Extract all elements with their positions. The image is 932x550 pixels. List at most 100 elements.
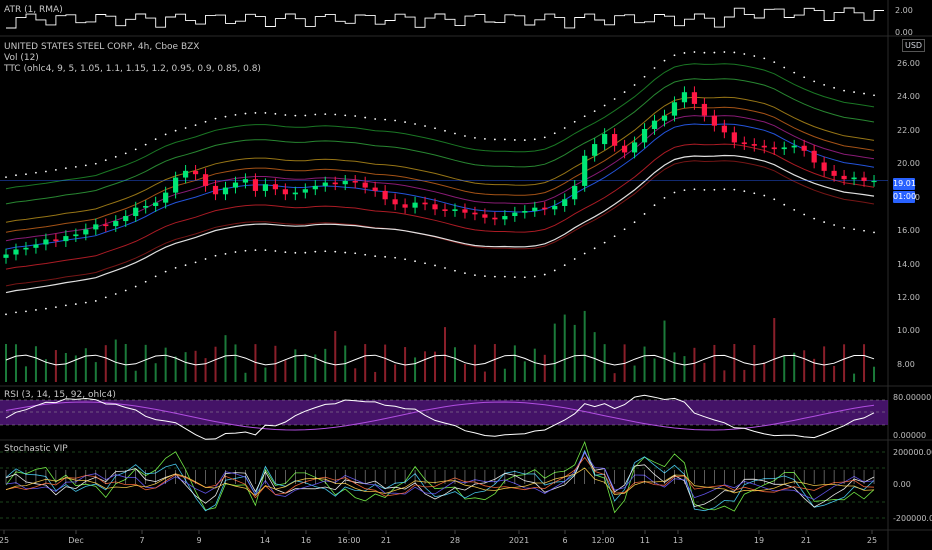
volume-bar: [304, 353, 307, 382]
ttc-band-6: [5, 143, 875, 270]
volume-bar: [14, 344, 17, 382]
candle-body: [562, 199, 568, 206]
volume-bar: [24, 366, 27, 382]
candle-body: [402, 204, 408, 208]
upper-envelope-dot: [733, 51, 736, 54]
upper-envelope-dot: [384, 118, 387, 121]
lower-envelope-dot: [464, 272, 466, 275]
currency-button[interactable]: USD: [902, 39, 926, 52]
lower-envelope-dot: [793, 208, 796, 211]
candle-body: [153, 202, 159, 206]
candle-body: [163, 192, 169, 203]
upper-envelope-dot: [434, 127, 436, 130]
lower-envelope-dot: [683, 189, 686, 192]
ttc-band-4: [5, 115, 875, 242]
vip-line-4: [5, 456, 875, 499]
lower-envelope-dot: [304, 251, 307, 254]
upper-envelope-dot: [314, 113, 317, 116]
lower-envelope-dot: [493, 275, 496, 278]
candle-body: [651, 120, 658, 130]
upper-envelope-dot: [783, 66, 786, 69]
volume-bar: [174, 356, 177, 382]
candle-body: [592, 144, 598, 156]
upper-envelope-dot: [444, 129, 446, 132]
upper-envelope-dot: [643, 75, 646, 78]
lower-envelope-dot: [214, 254, 217, 257]
upper-envelope-dot: [523, 139, 526, 141]
volume-bar: [324, 348, 327, 382]
volume-bar: [414, 357, 417, 382]
volume-bar: [364, 344, 367, 382]
volume-bar: [264, 367, 267, 382]
upper-envelope-dot: [104, 159, 107, 162]
lower-envelope-dot: [633, 221, 636, 224]
upper-envelope-dot: [204, 120, 207, 123]
vip-tick-high: 200000.00: [893, 448, 932, 457]
candle-body: [372, 187, 378, 191]
upper-envelope-dot: [663, 59, 666, 62]
lower-envelope-dot: [284, 251, 287, 254]
ttc-band-0: [5, 63, 875, 190]
upper-envelope-dot: [803, 76, 806, 79]
upper-envelope-dot: [304, 114, 307, 117]
volume-bar: [394, 364, 397, 382]
lower-envelope-dot: [454, 269, 456, 272]
lower-envelope-dot: [553, 269, 556, 272]
ttc-band-2: [5, 96, 875, 223]
candle-body: [841, 175, 847, 180]
time-tick: 21: [800, 536, 812, 545]
price-tick: 24.00: [897, 92, 920, 102]
upper-envelope-dot: [853, 91, 855, 93]
upper-envelope-dot: [264, 112, 267, 114]
price-badge: 19.01: [893, 178, 916, 190]
time-tick: 21: [380, 536, 392, 545]
candle-body: [861, 177, 867, 181]
candle-body: [811, 150, 817, 163]
upper-envelope-dot: [713, 51, 716, 54]
volume-bar: [763, 362, 766, 382]
candle-body: [93, 224, 99, 230]
candle-body: [711, 115, 717, 126]
lower-envelope-dot: [244, 249, 247, 252]
time-tick: 7: [139, 536, 145, 545]
upper-envelope-dot: [45, 170, 47, 173]
upper-envelope-dot: [134, 148, 137, 151]
lower-envelope-dot: [184, 264, 187, 267]
lower-envelope-dot: [623, 228, 626, 231]
candle-body: [641, 129, 648, 143]
volume-bar: [613, 373, 616, 382]
upper-envelope-dot: [723, 51, 726, 53]
lower-envelope-dot: [174, 266, 177, 269]
upper-envelope-dot: [114, 155, 117, 158]
lower-envelope-dot: [873, 231, 875, 234]
lower-envelope-dot: [144, 280, 147, 283]
volume-bar: [773, 318, 776, 382]
lower-envelope-dot: [543, 273, 546, 276]
candle-body: [871, 180, 877, 183]
upper-envelope-dot: [404, 121, 406, 123]
volume-bar: [54, 350, 57, 382]
upper-envelope-dot: [583, 115, 586, 118]
time-tick: 11: [639, 536, 651, 545]
volume-bar: [793, 352, 796, 382]
rsi-tick-low: 0.00000: [893, 431, 927, 440]
candle-body: [43, 239, 49, 245]
time-tick: 19: [753, 536, 765, 545]
upper-envelope-dot: [254, 112, 257, 114]
candle-body: [582, 155, 588, 186]
candle-body: [143, 205, 149, 208]
upper-envelope-dot: [673, 54, 676, 57]
candle-body: [512, 212, 518, 217]
candle-body: [552, 205, 558, 210]
time-tick: 16: [300, 536, 312, 545]
lower-envelope-dot: [523, 276, 526, 279]
lower-envelope-dot: [354, 252, 357, 255]
time-tick: 14: [259, 536, 271, 545]
candle-body: [133, 207, 139, 217]
rsi-signal: [5, 401, 875, 431]
volume-bar: [64, 353, 67, 382]
volume-bar: [94, 362, 97, 382]
lower-envelope-dot: [653, 204, 656, 207]
vip-line-5: [5, 467, 875, 497]
